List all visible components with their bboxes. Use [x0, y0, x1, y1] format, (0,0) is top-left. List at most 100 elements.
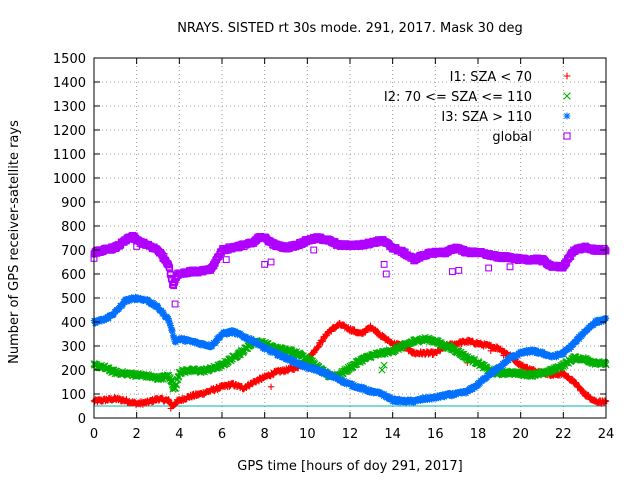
data-point [155, 304, 162, 311]
x-tick-label: 20 [512, 427, 529, 442]
data-point [310, 246, 318, 254]
data-point [560, 351, 568, 358]
legend-label: I3: SZA > 110 [441, 110, 532, 125]
x-tick-label: 22 [555, 427, 572, 442]
data-point [209, 343, 216, 350]
data-point [171, 300, 179, 308]
series-x [90, 333, 610, 393]
data-point [505, 357, 512, 364]
data-point [333, 374, 341, 381]
data-point [133, 242, 141, 250]
x-axis-label: GPS time [hours of doy 291, 2017] [237, 459, 462, 474]
y-tick-label: 1200 [53, 124, 86, 139]
y-tick-label: 1400 [53, 76, 86, 91]
series-square [90, 231, 610, 308]
data-point [160, 309, 167, 316]
data-point [378, 366, 386, 374]
y-tick-label: 500 [61, 292, 86, 307]
data-point [563, 112, 571, 120]
x-tick-label: 24 [598, 427, 615, 442]
data-point [160, 310, 168, 318]
y-tick-label: 1100 [53, 148, 86, 163]
data-point [324, 369, 331, 376]
data-point [570, 341, 577, 348]
data-point [538, 258, 546, 266]
data-point [121, 299, 128, 306]
y-tick-label: 700 [61, 244, 86, 259]
data-point [297, 359, 304, 367]
data-point [580, 387, 587, 395]
x-tick-label: 14 [384, 427, 401, 442]
data-point [217, 333, 224, 341]
data-point [165, 263, 173, 271]
x-tick-label: 8 [261, 427, 269, 442]
data-point [568, 375, 576, 383]
data-point [599, 316, 606, 323]
chart-title: NRAYS. SISTED rt 30s mode. 291, 2017. Ma… [177, 21, 523, 36]
y-tick-label: 900 [61, 196, 86, 211]
y-tick-label: 1500 [53, 52, 86, 67]
data-point [281, 352, 288, 360]
data-point [448, 268, 456, 276]
x-tick-label: 0 [90, 427, 98, 442]
data-point [148, 301, 156, 308]
data-point [455, 266, 463, 274]
data-point [168, 326, 176, 333]
data-point [151, 300, 158, 307]
data-point [396, 399, 404, 406]
data-point [506, 263, 514, 271]
y-tick-label: 800 [61, 220, 86, 235]
x-tick-label: 18 [470, 427, 487, 442]
data-points [90, 231, 610, 412]
data-point [211, 387, 218, 395]
data-point [267, 258, 275, 266]
y-axis-label: Number of GPS receiver-satellite rays [7, 120, 22, 364]
data-point [168, 378, 176, 386]
data-point [222, 256, 230, 264]
legend-label: I2: 70 <= SZA <= 110 [384, 90, 532, 105]
data-point [169, 327, 176, 335]
data-point [490, 369, 498, 376]
data-point [563, 132, 571, 140]
data-point [485, 264, 493, 272]
data-point [500, 362, 507, 369]
data-point [172, 380, 180, 388]
data-point [388, 394, 396, 402]
data-point [568, 344, 575, 351]
x-tick-label: 12 [342, 427, 359, 442]
legend: I1: SZA < 70 I2: 70 <= SZA <= 110 I3: SZA … [384, 70, 571, 145]
y-tick-label: 300 [61, 340, 86, 355]
y-tick-label: 0 [78, 412, 86, 427]
x-tick-label: 6 [218, 427, 226, 442]
data-point [600, 318, 607, 325]
y-tick-label: 400 [61, 316, 86, 331]
series-plus [90, 319, 610, 412]
y-tick-label: 600 [61, 268, 86, 283]
data-point [261, 260, 269, 268]
legend-label: global [492, 130, 532, 145]
data-point [105, 314, 112, 322]
data-point [382, 270, 390, 278]
data-point [319, 337, 326, 345]
data-point [288, 356, 296, 363]
y-tick-label: 1000 [53, 172, 86, 187]
data-point [248, 335, 255, 342]
data-point [434, 395, 442, 402]
legend-label: I1: SZA < 70 [450, 70, 532, 85]
x-tick-label: 10 [299, 427, 316, 442]
y-tick-label: 1300 [53, 100, 86, 115]
data-point [205, 340, 213, 348]
data-point [171, 333, 178, 341]
data-point [267, 383, 275, 390]
data-point [167, 322, 174, 329]
data-point [115, 305, 123, 313]
y-tick-label: 100 [61, 388, 86, 403]
data-point [166, 319, 173, 327]
data-point [487, 347, 494, 354]
x-tick-label: 16 [427, 427, 444, 442]
data-point [165, 315, 172, 322]
data-point [350, 381, 358, 388]
data-point [380, 260, 388, 268]
data-point [602, 398, 609, 405]
